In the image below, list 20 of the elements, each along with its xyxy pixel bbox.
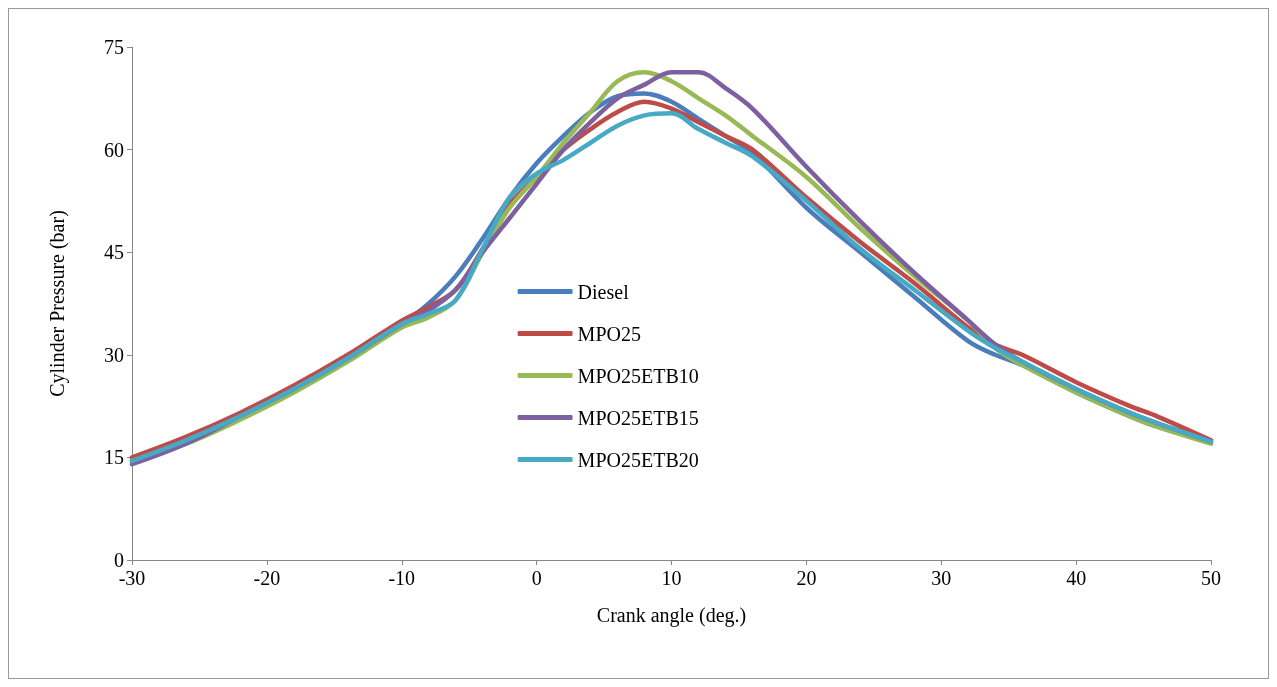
x-tick-label: 40 xyxy=(1066,567,1087,589)
legend-label: MPO25 xyxy=(577,322,641,345)
x-tick-label: 30 xyxy=(931,567,952,589)
y-tick-label: 75 xyxy=(104,36,124,58)
x-tick-label: -20 xyxy=(253,567,281,589)
legend-label: MPO25ETB10 xyxy=(577,364,699,387)
y-tick-label: 45 xyxy=(104,241,124,264)
y-axis-title: Cylinder Pressure (bar) xyxy=(46,210,69,397)
x-axis-title: Crank angle (deg.) xyxy=(596,604,747,627)
x-tick-label: 20 xyxy=(796,567,817,589)
y-tick-label: 30 xyxy=(104,343,124,366)
x-tick-label: 50 xyxy=(1201,567,1221,589)
x-tick-label: -10 xyxy=(388,567,416,589)
legend-label: MPO25ETB20 xyxy=(577,448,699,471)
legend-label: Diesel xyxy=(577,280,630,303)
y-tick-label: 60 xyxy=(104,138,124,161)
x-tick-label: 0 xyxy=(531,567,542,589)
legend-label: MPO25ETB15 xyxy=(577,406,699,429)
x-tick-label: 10 xyxy=(661,567,682,589)
y-tick-label: 15 xyxy=(104,446,124,469)
